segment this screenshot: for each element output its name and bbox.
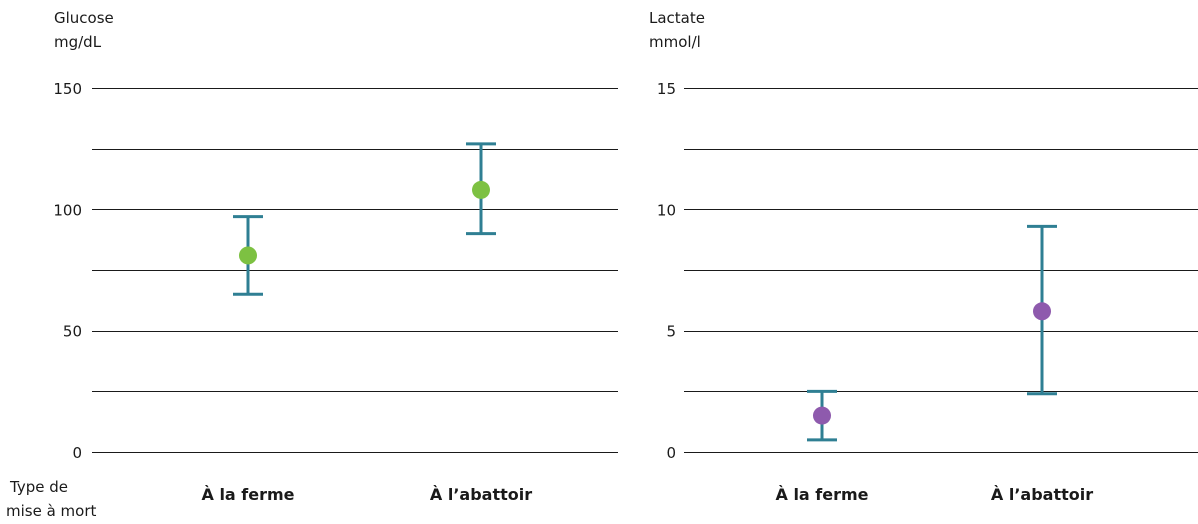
y-tick-label: 100 — [53, 201, 82, 219]
x-axis-label-line2: mise à mort — [6, 502, 97, 520]
y-axis-label: mg/dL — [54, 33, 102, 51]
y-axis-label: Glucose — [54, 9, 114, 27]
chart-panel-1: Glucose mg/dL 0 50 100 150 À la ferme À l’abatt… — [53, 9, 618, 504]
y-tick-label: 50 — [63, 323, 82, 341]
chart-panel-2: Lactate mmol/l 0 5 10 15 À la ferme À l’abattoi… — [649, 9, 1198, 504]
y-tick-label: 0 — [666, 444, 676, 462]
y-tick-label: 15 — [657, 80, 676, 98]
data-point — [472, 180, 490, 199]
x-category-label: À l’abattoir — [430, 485, 532, 504]
x-category-label: À la ferme — [775, 485, 868, 504]
data-point — [239, 246, 257, 265]
x-axis-label: Type de — [9, 478, 68, 496]
data-point — [813, 406, 831, 425]
y-axis-label: mmol/l — [649, 33, 701, 51]
y-tick-label: 10 — [657, 201, 676, 219]
data-point — [1033, 302, 1051, 321]
x-category-label: À l’abattoir — [991, 485, 1093, 504]
y-tick-label: 0 — [72, 444, 82, 462]
y-tick-label: 5 — [666, 323, 676, 341]
y-tick-label: 150 — [53, 80, 82, 98]
x-category-label: À la ferme — [201, 485, 294, 504]
y-axis-label: Lactate — [649, 9, 705, 27]
